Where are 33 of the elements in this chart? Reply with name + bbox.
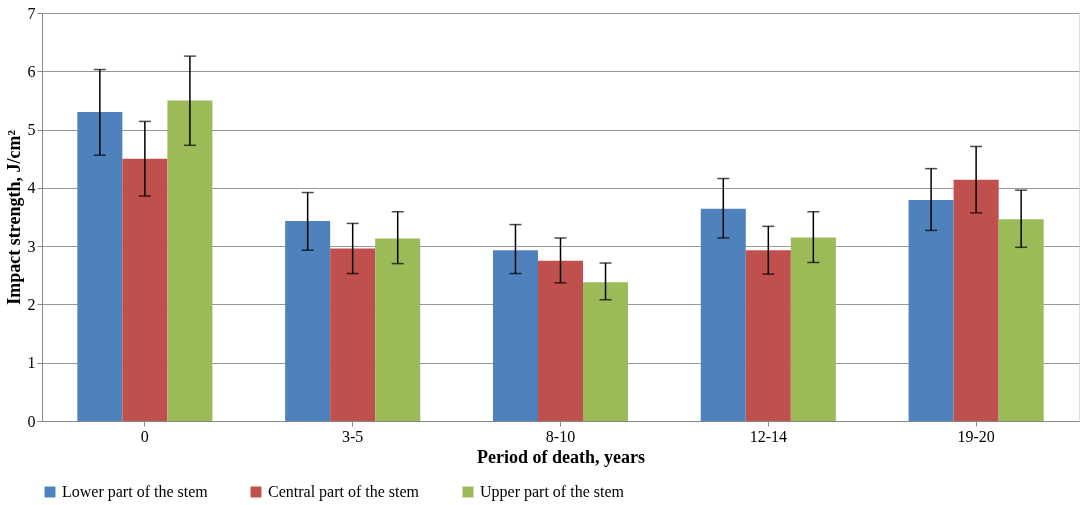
bar	[745, 250, 791, 421]
bar	[77, 112, 123, 421]
legend-label: Central part of the stem	[268, 483, 420, 501]
y-tick-label: 3	[27, 237, 36, 255]
legend-label: Lower part of the stem	[62, 483, 209, 501]
x-axis-title: Period of death, years	[477, 446, 645, 467]
bar	[167, 100, 213, 421]
y-tick-label: 2	[27, 295, 36, 313]
legend-label: Upper part of the stem	[480, 483, 625, 501]
bar	[953, 179, 999, 421]
bar	[492, 250, 538, 421]
bar	[122, 158, 168, 421]
y-axis-title: Impact strength, J/cm²	[3, 130, 24, 305]
y-tick-label: 5	[27, 121, 36, 139]
x-tick-label: 12-14	[749, 427, 787, 445]
bar	[790, 237, 836, 421]
y-tick-label: 0	[27, 412, 36, 430]
bar	[537, 260, 584, 421]
bar	[700, 208, 746, 421]
y-tick-label: 4	[27, 179, 36, 197]
bar	[330, 248, 376, 421]
bar	[583, 282, 629, 421]
y-tick-label: 7	[27, 4, 36, 22]
y-tick-label: 6	[27, 62, 36, 80]
x-tick-label: 0	[140, 427, 149, 445]
bar	[285, 221, 331, 421]
x-tick-label: 3-5	[342, 427, 364, 445]
y-tick-label: 1	[27, 354, 36, 372]
bar	[375, 238, 421, 421]
bar	[908, 200, 954, 421]
x-tick-label: 19-20	[957, 427, 995, 445]
bar	[998, 219, 1044, 421]
x-tick-label: 8-10	[545, 427, 576, 445]
